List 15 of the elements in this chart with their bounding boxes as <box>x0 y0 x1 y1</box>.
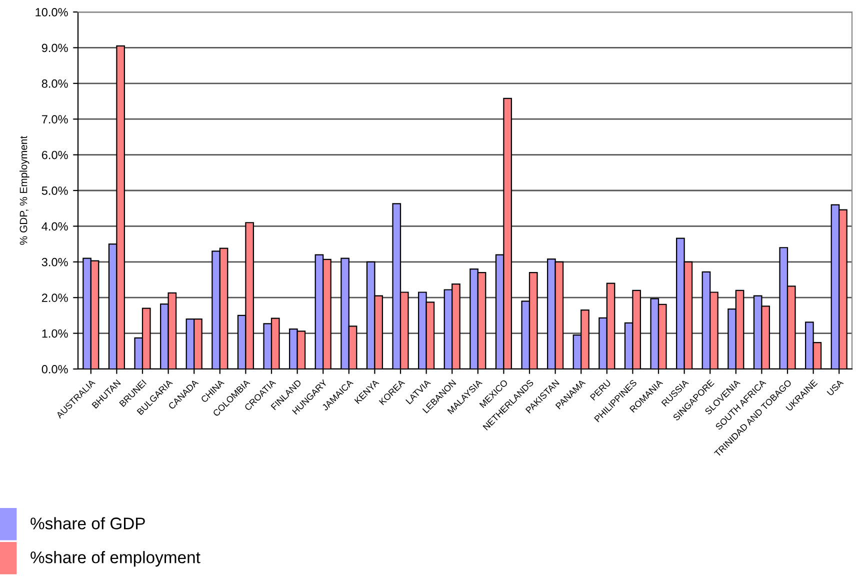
x-tick-label: USA <box>826 378 844 396</box>
y-tick-label: 6.0% <box>42 150 68 160</box>
y-tick-label: 4.0% <box>42 222 68 231</box>
y-tick-label: 5.0% <box>42 186 68 195</box>
legend-label: %share of employment <box>30 551 200 567</box>
legend-label: %share of GDP <box>30 517 145 530</box>
y-tick-label: 1.0% <box>42 329 68 338</box>
y-tick-label: 7.0% <box>42 115 68 124</box>
y-tick-label: 3.0% <box>42 258 68 266</box>
y-tick-label: 2.0% <box>42 294 68 302</box>
y-tick-label: 8.0% <box>42 79 68 88</box>
y-tick-label: 0.0% <box>42 365 68 374</box>
y-tick-label: 10.0% <box>36 8 68 16</box>
y-tick-label: 9.0% <box>42 44 68 52</box>
y-axis-title: % GDP, % Employment <box>20 136 30 245</box>
